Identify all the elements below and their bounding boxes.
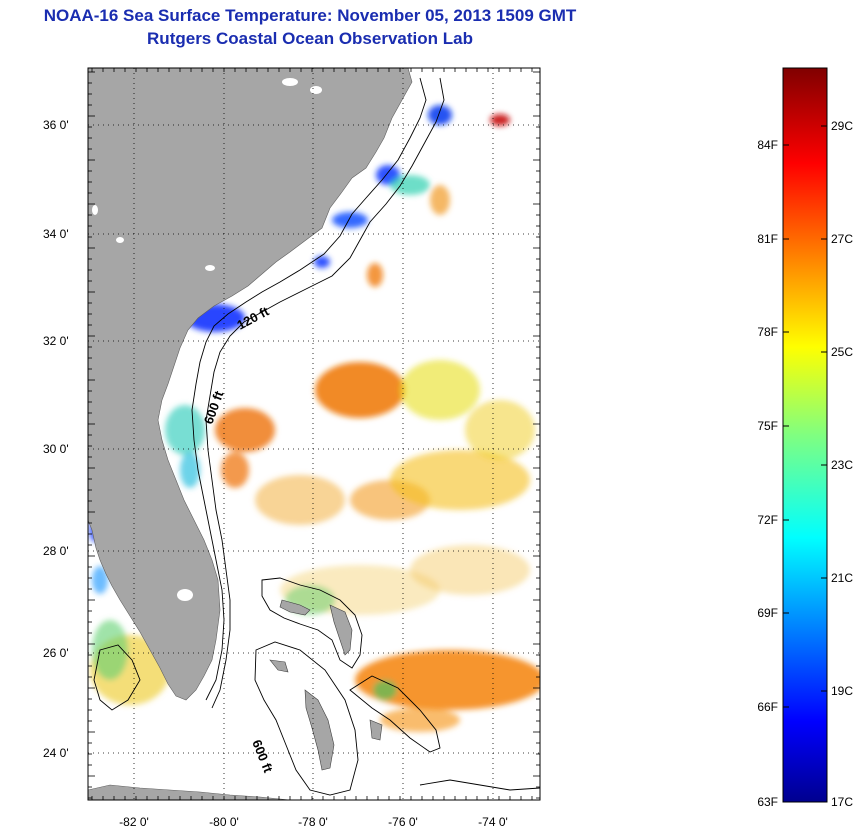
lon-tick-label: -78 0'	[298, 815, 328, 829]
axis-ticks	[88, 68, 540, 800]
lon-tick-label: -82 0'	[119, 815, 149, 829]
colorbar-label-f: 63F	[757, 795, 778, 809]
colorbar-label-c: 23C	[831, 458, 853, 472]
lat-tick-label: 26 0'	[43, 646, 69, 660]
colorbar-ticks	[783, 125, 827, 708]
grid-lines	[88, 68, 540, 800]
colorbar-label-f: 66F	[757, 700, 778, 714]
lon-tick-label: -80 0'	[209, 815, 239, 829]
map-frame	[87, 67, 541, 801]
lat-tick-label: 32 0'	[43, 334, 69, 348]
colorbar-label-f: 69F	[757, 606, 778, 620]
bahamas-islands	[269, 599, 383, 771]
lon-tick-label: -76 0'	[388, 815, 418, 829]
lat-tick-label: 36 0'	[43, 118, 69, 132]
lat-tick-label: 28 0'	[43, 544, 69, 558]
lat-tick-label: 24 0'	[43, 746, 69, 760]
colorbar-label-f: 78F	[757, 325, 778, 339]
colorbar-label-c: 29C	[831, 119, 853, 133]
figure-header: NOAA-16 Sea Surface Temperature: Novembe…	[0, 4, 620, 50]
colorbar-label-f: 75F	[757, 419, 778, 433]
colorbar-label-c: 21C	[831, 571, 853, 585]
figure-title: NOAA-16 Sea Surface Temperature: Novembe…	[43, 6, 577, 25]
colorbar-fahrenheit-labels: 84F 81F 78F 75F 72F 69F 66F 63F	[757, 138, 778, 809]
colorbar-celsius-labels: 29C 27C 25C 23C 21C 19C 17C	[831, 119, 853, 809]
colorbar-label-f: 81F	[757, 232, 778, 246]
colorbar-label-c: 25C	[831, 345, 853, 359]
colorbar-label-c: 19C	[831, 684, 853, 698]
colorbar-label-c: 17C	[831, 795, 853, 809]
bathymetry-contours	[93, 77, 540, 796]
lon-tick-label: -74 0'	[478, 815, 508, 829]
land-mass	[88, 68, 413, 701]
colorbar-label-f: 72F	[757, 513, 778, 527]
sst-data-layer	[89, 105, 540, 732]
colorbar-label-f: 84F	[757, 138, 778, 152]
colorbar-label-c: 27C	[831, 232, 853, 246]
colorbar	[782, 67, 828, 803]
lat-tick-label: 34 0'	[43, 227, 69, 241]
figure-subtitle: Rutgers Coastal Ocean Observation Lab	[147, 29, 473, 48]
lat-tick-label: 30 0'	[43, 442, 69, 456]
